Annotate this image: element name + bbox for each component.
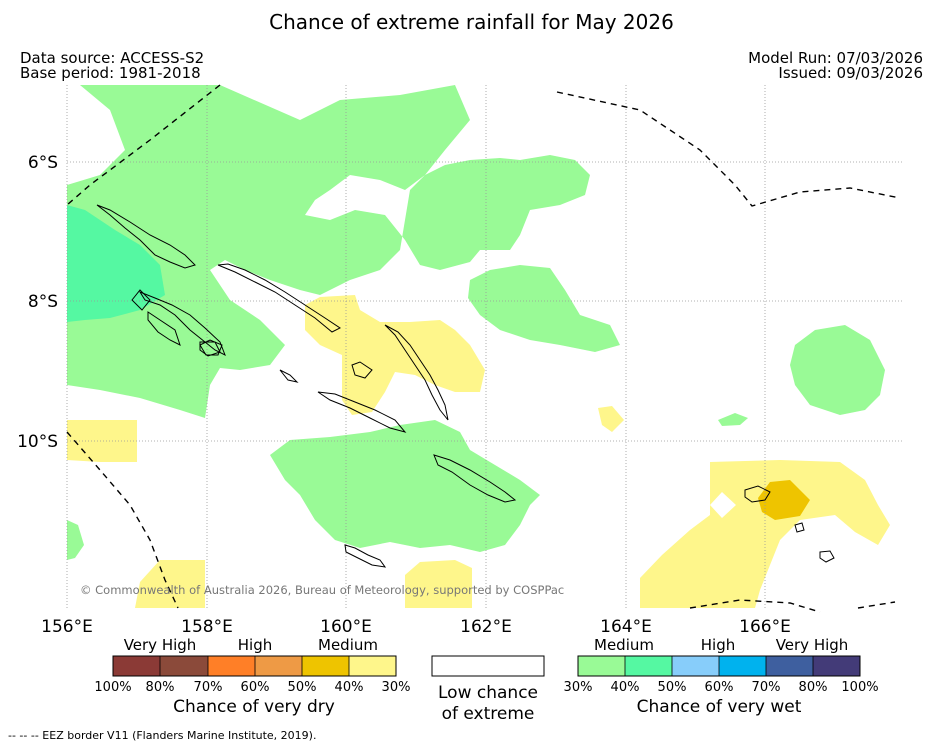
colorbar-dry: Very High High Medium 100% 80% 70% 60% 5… [94, 636, 410, 717]
lat-label: 10°S [17, 432, 58, 452]
lon-label: 156°E [41, 617, 93, 637]
coastlines [96, 204, 835, 568]
wet-region-east [790, 325, 885, 415]
dry-region-west [67, 420, 137, 462]
issued-date: Issued: 09/03/2026 [778, 64, 923, 82]
low-caption-line1: Low chance [438, 683, 538, 703]
dry-region-central [305, 295, 485, 415]
lat-label: 8°S [28, 292, 58, 312]
wet-caption: Chance of very wet [637, 697, 802, 717]
dry-swatch [113, 656, 160, 676]
dry-caption: Chance of very dry [173, 697, 335, 717]
meta-right: Model Run: 07/03/2026 Issued: 09/03/2026 [748, 51, 923, 81]
wet-category-label: High [701, 636, 735, 654]
colorbar-dry-categories: Very High High Medium [124, 636, 378, 654]
lon-label: 158°E [181, 617, 233, 637]
dry-swatch [208, 656, 255, 676]
dry-region-southwest [135, 560, 205, 608]
wet-tick: 40% [611, 680, 640, 695]
wet-swatch [578, 656, 625, 676]
model-run: Model Run: 07/03/2026 [748, 49, 923, 67]
low-swatch [431, 655, 545, 677]
dry-tick: 40% [335, 680, 364, 695]
graticule [66, 85, 904, 608]
wet-swatch [813, 656, 860, 676]
wet-region-east-small [718, 413, 748, 426]
wet-region-south [270, 420, 540, 552]
lat-axis: 6°S 8°S 10°S [17, 153, 58, 452]
data-source: Data source: ACCESS-S2 [20, 49, 205, 67]
dry-region-east-high [758, 480, 810, 520]
colorbar-low: Low chance of extreme [431, 655, 545, 724]
dry-tick: 100% [94, 680, 131, 695]
lon-label: 164°E [600, 617, 652, 637]
wet-region-central [468, 265, 620, 352]
dry-category-label: High [238, 636, 272, 654]
lon-label: 160°E [320, 617, 372, 637]
dry-tick: 50% [288, 680, 317, 695]
wet-category-label: Very High [776, 636, 849, 654]
dry-tick: 80% [146, 680, 175, 695]
wet-swatch [719, 656, 766, 676]
page-title: Chance of extreme rainfall for May 2026 [269, 10, 674, 34]
wet-tick: 50% [658, 680, 687, 695]
dry-category-label: Very High [124, 636, 197, 654]
dry-swatch [302, 656, 349, 676]
map-panel: 6°S 8°S 10°S 156°E 158°E 160°E 162°E 164… [17, 84, 904, 637]
lat-label: 6°S [28, 153, 58, 173]
dry-swatch [160, 656, 208, 676]
wet-tick: 30% [564, 680, 593, 695]
dry-category-label: Medium [318, 636, 378, 654]
base-period: Base period: 1981-2018 [20, 64, 201, 82]
wet-region-southwest [67, 520, 84, 560]
dry-region-southeast-hole [710, 492, 736, 518]
wet-swatch [625, 656, 672, 676]
dry-region-south-mid [405, 560, 472, 608]
wet-category-label: Medium [594, 636, 654, 654]
wet-swatch [766, 656, 813, 676]
wet-swatch [672, 656, 719, 676]
wet-tick: 100% [841, 680, 878, 695]
lon-label: 162°E [460, 617, 512, 637]
copyright-note: © Commonwealth of Australia 2026, Bureau… [80, 583, 564, 597]
wet-tick: 70% [752, 680, 781, 695]
lon-label: 166°E [739, 617, 791, 637]
low-caption-line2: of extreme [442, 704, 535, 724]
eez-borders [66, 84, 901, 613]
lon-axis: 156°E 158°E 160°E 162°E 164°E 166°E [41, 617, 791, 637]
wet-region-northwest-fold [67, 85, 125, 185]
dry-tick: 60% [241, 680, 270, 695]
dry-swatch [255, 656, 302, 676]
colorbar-wet: Medium High Very High 30% 40% 50% 60% 70… [564, 636, 879, 717]
dry-tick: 30% [382, 680, 411, 695]
wet-tick: 80% [799, 680, 828, 695]
dry-region-small [598, 406, 624, 432]
wet-region-north [67, 85, 590, 418]
eez-legend-note: -- -- -- EEZ border V11 (Flanders Marine… [8, 729, 317, 742]
dry-region-southeast [640, 460, 890, 608]
meta-left: Data source: ACCESS-S2 Base period: 1981… [20, 51, 204, 81]
dry-tick: 70% [194, 680, 223, 695]
wet-tick: 60% [705, 680, 734, 695]
dry-swatch [349, 656, 396, 676]
